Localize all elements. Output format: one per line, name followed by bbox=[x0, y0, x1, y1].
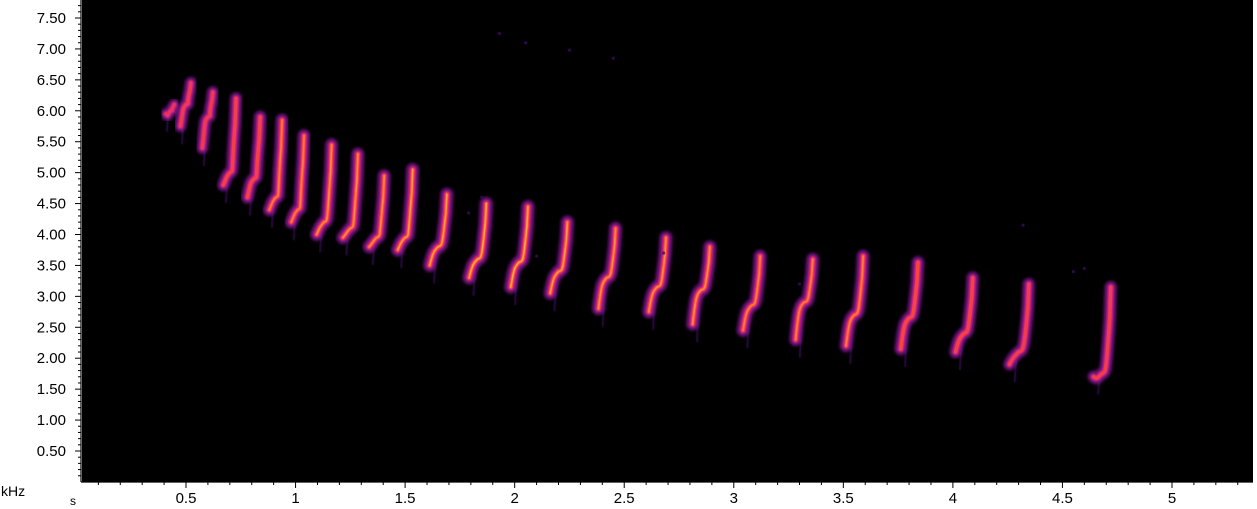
syllable-mark bbox=[894, 256, 925, 367]
syllable-mark bbox=[174, 77, 197, 145]
x-tick-label: 5 bbox=[1168, 490, 1176, 507]
syllable-mark bbox=[196, 86, 219, 166]
syllable-mark bbox=[686, 240, 717, 343]
syllable-mark bbox=[949, 271, 979, 371]
syllable-mark bbox=[839, 249, 870, 364]
x-tick-label: 1.5 bbox=[395, 490, 416, 507]
syllable-mark bbox=[217, 92, 243, 204]
syllable-mark bbox=[423, 187, 454, 284]
syllable-mark bbox=[462, 197, 493, 296]
x-tick-label: 4 bbox=[949, 490, 957, 507]
syllable-mark bbox=[789, 253, 819, 358]
x-tick-label: 3 bbox=[730, 490, 738, 507]
syllable-mark bbox=[1003, 278, 1035, 383]
syllable-mark bbox=[362, 169, 391, 265]
y-tick-label: 4.00 bbox=[37, 227, 66, 244]
syllable-mark bbox=[336, 147, 365, 256]
noise-speck bbox=[497, 31, 501, 36]
x-axis-unit-label: s bbox=[70, 494, 76, 508]
y-tick-label: 7.50 bbox=[37, 10, 66, 27]
x-axis: 0.5 1 1.5 2 2.5 3 3.5 4 4.5 5 bbox=[81, 481, 1253, 507]
y-tick-label: 2.00 bbox=[37, 350, 66, 367]
noise-speck bbox=[480, 195, 484, 199]
syllable-mark bbox=[543, 215, 574, 312]
y-tick-label: 3.50 bbox=[37, 257, 66, 274]
x-tick-label: 4.5 bbox=[1052, 490, 1073, 507]
x-tick-label: 0.5 bbox=[176, 490, 197, 507]
y-tick-label: 6.50 bbox=[37, 72, 66, 89]
x-tick-label: 2 bbox=[510, 490, 518, 507]
syllable-mark bbox=[736, 249, 767, 349]
x-tick-label: 2.5 bbox=[614, 490, 635, 507]
y-axis: 0.50 1.00 1.50 2.00 2.50 3.00 3.50 4.00 4.50 5.00… bbox=[37, 0, 82, 482]
noise-speck bbox=[1082, 266, 1086, 271]
syllable-layer bbox=[160, 31, 1117, 395]
noise-speck bbox=[467, 211, 471, 215]
y-tick-label: 5.50 bbox=[37, 134, 66, 151]
y-tick-label: 3.00 bbox=[37, 288, 66, 305]
y-tick-label: 5.00 bbox=[37, 165, 66, 182]
y-tick-label: 0.50 bbox=[37, 443, 66, 460]
syllable-mark bbox=[642, 231, 673, 330]
noise-speck bbox=[1071, 270, 1075, 274]
noise-speck bbox=[534, 254, 539, 258]
syllable-mark bbox=[504, 200, 535, 306]
y-tick-label: 1.50 bbox=[37, 381, 66, 398]
noise-speck bbox=[1021, 223, 1025, 227]
x-tick-label: 3.5 bbox=[833, 490, 854, 507]
noise-speck bbox=[524, 41, 528, 45]
syllable-mark bbox=[285, 129, 311, 241]
y-tick-label: 2.50 bbox=[37, 319, 66, 336]
syllable-mark bbox=[592, 222, 622, 327]
syllable-mark bbox=[241, 110, 267, 216]
syllable-mark bbox=[1087, 281, 1117, 395]
syllable-mark bbox=[263, 113, 289, 228]
noise-speck bbox=[797, 282, 802, 286]
x-tick-label: 1 bbox=[291, 490, 299, 507]
y-tick-label: 7.00 bbox=[37, 41, 66, 58]
y-axis-unit-label: kHz bbox=[1, 483, 25, 499]
y-tick-label: 6.00 bbox=[37, 103, 66, 120]
y-tick-label: 4.50 bbox=[37, 196, 66, 213]
noise-speck bbox=[662, 251, 666, 255]
syllable-mark bbox=[310, 138, 338, 253]
noise-speck bbox=[567, 48, 572, 52]
y-tick-label: 1.00 bbox=[37, 412, 66, 429]
noise-speck bbox=[611, 56, 615, 60]
syllable-mark bbox=[160, 99, 180, 132]
syllable-mark bbox=[391, 163, 420, 269]
